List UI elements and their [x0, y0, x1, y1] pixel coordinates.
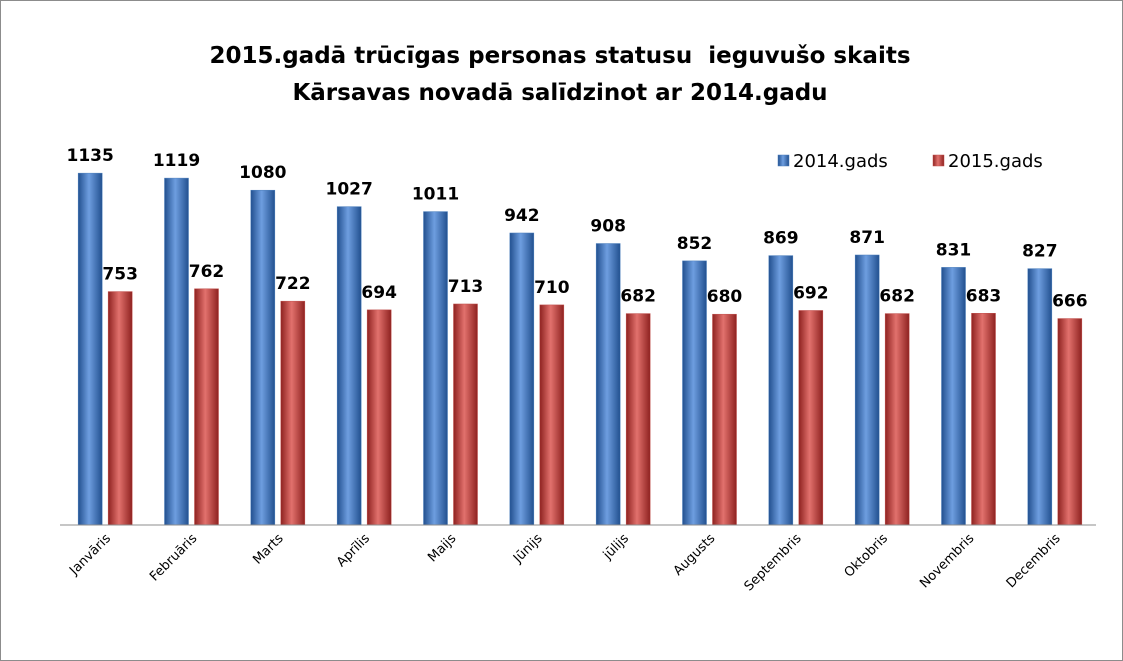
bar [250, 189, 276, 526]
value-label: 1119 [153, 151, 200, 171]
x-tick-label: Decembris [1004, 531, 1064, 591]
bar [280, 300, 306, 526]
legend-swatch [932, 154, 945, 167]
value-label: 710 [534, 278, 570, 298]
value-label: 713 [448, 277, 484, 297]
value-label: 682 [879, 287, 915, 307]
legend-label: 2014.gads [793, 151, 888, 172]
value-label: 1027 [326, 180, 373, 200]
bar [595, 243, 621, 526]
x-tick-label: Augusts [671, 531, 719, 579]
bar [1027, 268, 1053, 526]
x-tick-label: Aprīlis [334, 531, 373, 570]
bar [194, 288, 219, 526]
x-tick-label: Janvāris [66, 531, 114, 579]
bar [423, 211, 448, 526]
value-label: 683 [966, 286, 1002, 306]
bar [366, 309, 392, 526]
value-label: 762 [189, 262, 225, 282]
value-label: 942 [504, 206, 540, 226]
bar [77, 172, 103, 526]
value-label: 680 [707, 287, 743, 307]
chart-title: 2015.gadā trūcīgas personas statusu iegu… [209, 43, 919, 106]
x-tick-label: Maijs [425, 531, 459, 565]
value-label: 908 [590, 217, 626, 237]
bar [107, 291, 133, 526]
value-label: 753 [102, 265, 138, 285]
bar [768, 255, 794, 526]
x-tick-label: Jūnijs [510, 531, 546, 567]
x-tick-label: jūlijs [600, 531, 632, 563]
x-tick-label: Septembris [742, 531, 805, 594]
legend-label: 2015.gads [948, 151, 1043, 172]
bar [164, 177, 189, 526]
bar [453, 303, 478, 526]
bar [971, 313, 996, 526]
value-label: 666 [1052, 292, 1088, 312]
value-label: 871 [849, 228, 885, 248]
x-tick-label: Novembris [917, 531, 977, 591]
bar [854, 254, 880, 526]
value-label: 682 [620, 287, 656, 307]
value-label: 1011 [412, 185, 459, 205]
bar [539, 304, 565, 526]
bar [682, 260, 707, 526]
value-label: 722 [275, 274, 311, 294]
bar [336, 206, 362, 526]
value-label: 692 [793, 283, 829, 303]
bar [509, 232, 535, 526]
value-label: 694 [361, 283, 397, 303]
x-tick-label: Marts [250, 531, 287, 568]
bar [884, 313, 910, 526]
value-label: 1135 [67, 146, 114, 166]
bar [798, 310, 824, 526]
x-tick-label: Februāris [147, 531, 200, 584]
value-label: 852 [677, 234, 713, 254]
value-label: 831 [936, 240, 972, 260]
value-label: 869 [763, 229, 799, 249]
value-label: 1080 [239, 163, 286, 183]
bar [712, 313, 737, 526]
bar [625, 313, 651, 526]
x-tick-label: Oktobris [842, 531, 892, 581]
bar [1057, 318, 1083, 526]
legend-swatch [777, 154, 790, 167]
bar [941, 267, 966, 526]
value-label: 827 [1022, 242, 1058, 262]
